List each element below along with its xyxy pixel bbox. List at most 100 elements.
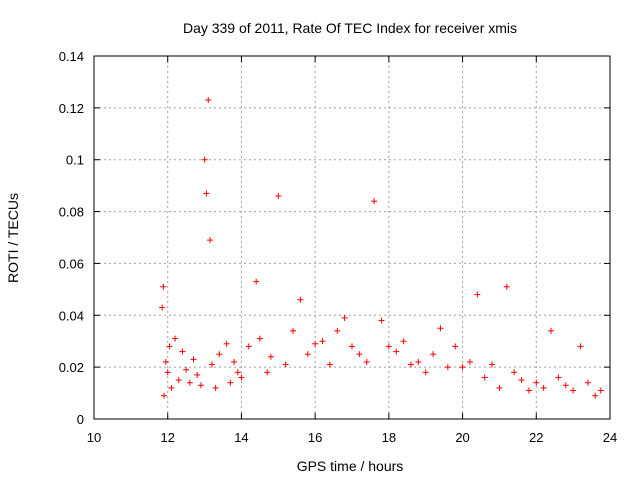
x-tick-label: 12 [160, 430, 174, 445]
data-point [356, 351, 363, 358]
data-point [227, 379, 234, 386]
y-axis-label: ROTI / TECUs [5, 193, 21, 283]
data-point [518, 377, 525, 384]
data-point [349, 343, 355, 350]
data-point [179, 348, 186, 355]
x-tick-label: 24 [603, 430, 617, 445]
y-tick-label: 0 [77, 412, 84, 427]
data-point [175, 377, 182, 384]
data-point [592, 392, 599, 399]
data-points [159, 97, 604, 399]
data-point [422, 369, 429, 376]
data-point [319, 338, 326, 345]
data-point [245, 343, 252, 350]
data-point [363, 358, 370, 365]
data-point [194, 371, 201, 378]
y-tick-label: 0.14 [59, 49, 84, 64]
x-tick-label: 22 [529, 430, 543, 445]
data-point [385, 343, 392, 350]
data-point [190, 356, 197, 363]
data-point [415, 358, 422, 365]
data-point [437, 325, 444, 332]
data-point [290, 327, 297, 334]
data-point [474, 291, 481, 298]
data-point [570, 387, 577, 394]
data-point [548, 327, 555, 334]
data-point [341, 314, 348, 321]
data-point [164, 369, 171, 376]
plot-frame [93, 55, 611, 420]
data-point [407, 361, 414, 368]
x-tick-label: 18 [382, 430, 396, 445]
data-point [282, 361, 289, 368]
data-point [393, 348, 400, 355]
data-point [168, 384, 175, 391]
chart-title: Day 339 of 2011, Rate Of TEC Index for r… [183, 20, 517, 36]
data-point [489, 361, 496, 368]
data-point [326, 361, 333, 368]
y-tick-label: 0.06 [59, 256, 84, 271]
data-point [459, 364, 466, 371]
data-point [444, 364, 451, 371]
data-point [234, 369, 241, 376]
data-point [172, 335, 179, 342]
data-point [584, 379, 591, 386]
data-point [533, 379, 540, 386]
data-point [452, 343, 459, 350]
data-point [203, 190, 210, 197]
data-point [207, 237, 214, 244]
data-point [297, 296, 304, 303]
data-point [205, 97, 212, 104]
y-tick-label: 0.02 [59, 360, 84, 375]
x-tick-label: 14 [234, 430, 248, 445]
x-tick-label: 16 [308, 430, 322, 445]
data-point [166, 343, 173, 350]
data-point [481, 374, 488, 381]
data-point [511, 369, 518, 376]
data-point [466, 358, 473, 365]
data-point [378, 317, 385, 324]
axis-ticks [93, 55, 611, 420]
data-point [312, 340, 319, 347]
data-point [183, 366, 190, 373]
y-tick-labels: 0 0.02 0.04 0.06 0.08 0.1 0.12 0.14 [59, 49, 84, 427]
data-point [577, 343, 584, 350]
data-point [334, 327, 341, 334]
y-tick-label: 0.04 [59, 308, 84, 323]
data-point [371, 198, 378, 205]
data-point [223, 340, 230, 347]
x-tick-label: 10 [87, 430, 101, 445]
grid-lines [94, 56, 610, 419]
x-tick-label: 20 [455, 430, 469, 445]
data-point [503, 283, 510, 290]
data-point [540, 384, 547, 391]
data-point [253, 278, 260, 285]
data-point [496, 384, 503, 391]
data-point [275, 193, 282, 200]
data-point [525, 387, 532, 394]
data-point [430, 351, 437, 358]
data-point [238, 374, 245, 381]
data-point [562, 382, 569, 389]
data-point [267, 353, 274, 360]
data-point [231, 358, 238, 365]
data-point [555, 374, 562, 381]
data-point [212, 384, 219, 391]
y-tick-label: 0.1 [66, 153, 84, 168]
data-point [216, 351, 223, 358]
data-point [160, 283, 167, 290]
x-tick-labels: 10 12 14 16 18 20 22 24 [87, 430, 617, 445]
data-point [186, 379, 193, 386]
y-tick-label: 0.12 [59, 101, 84, 116]
data-point [162, 358, 169, 365]
x-axis-label: GPS time / hours [297, 458, 404, 474]
data-point [208, 361, 215, 368]
data-point [161, 392, 168, 399]
y-tick-label: 0.08 [59, 205, 84, 220]
data-point [304, 351, 311, 358]
data-point [159, 304, 166, 311]
data-point [256, 335, 263, 342]
data-point [597, 387, 604, 394]
data-point [400, 338, 407, 345]
